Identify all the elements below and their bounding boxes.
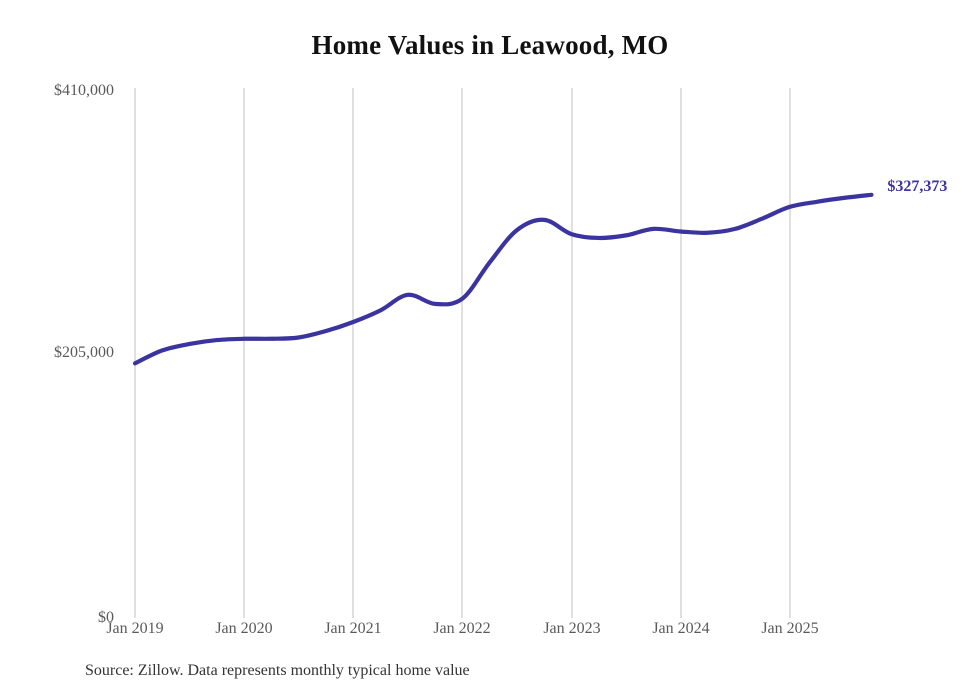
y-tick-label-0: $0 <box>98 609 114 626</box>
x-tick-label-jan-2022: Jan 2022 <box>433 620 491 637</box>
y-axis-tick-mid: $205,000 <box>10 344 114 362</box>
y-tick-label-205000: $205,000 <box>54 344 114 361</box>
y-axis-tick-top: $410,000 <box>10 82 114 100</box>
x-tick-label-jan-2023: Jan 2023 <box>543 620 601 637</box>
data-line-typical-home-value <box>132 192 874 366</box>
y-tick-label-410000: $410,000 <box>54 82 114 99</box>
source-footnote: Source: Zillow. Data represents monthly … <box>85 662 470 679</box>
x-tick-label-jan-2019: Jan 2019 <box>106 620 164 637</box>
x-tick-label-jan-2020: Jan 2020 <box>215 620 273 637</box>
y-axis-tick-bottom: $0 <box>10 609 114 627</box>
x-tick-label-jan-2021: Jan 2021 <box>324 620 382 637</box>
end-value-annotation: $327,373 <box>887 177 948 195</box>
chart-title: Home Values in Leawood, MO <box>311 30 669 60</box>
x-tick-label-jan-2025: Jan 2025 <box>761 620 819 637</box>
gridlines <box>134 88 791 618</box>
x-tick-label-jan-2024: Jan 2024 <box>652 620 710 637</box>
